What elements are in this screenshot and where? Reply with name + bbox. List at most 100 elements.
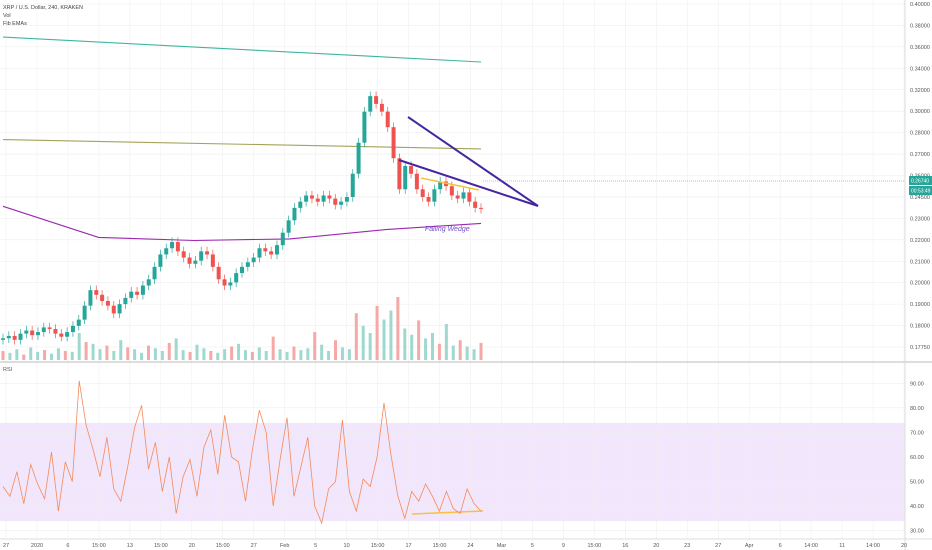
candle-body [129, 291, 134, 298]
volume-bar [160, 351, 164, 360]
candle-body [263, 248, 268, 252]
candle-body [82, 305, 87, 320]
candle-body [70, 325, 75, 333]
candle-body [210, 254, 215, 267]
volume-bar [437, 343, 441, 360]
wedge-upper-line[interactable] [407, 116, 539, 207]
candle-body [374, 96, 379, 104]
candle-body [479, 207, 483, 209]
rsi-axis-label: 60.00 [910, 455, 924, 461]
candle-body [420, 189, 425, 198]
time-axis-label: 9 [562, 543, 565, 549]
rsi-axis-label: 90.00 [910, 381, 924, 387]
price-axis-label: 0.32000 [910, 88, 930, 94]
volume-bar [43, 350, 47, 360]
price-axis[interactable]: 0.40000 0.38000 0.36000 0.34000 0.32000 0.300… [910, 2, 930, 351]
price-axis-label: 0.17750 [910, 345, 930, 351]
volume-bar [77, 333, 81, 360]
ema-indicator-label[interactable]: Fib EMAs [3, 21, 27, 27]
candle-body [234, 273, 239, 283]
candle-body [164, 248, 169, 255]
time-axis-label: 24 [467, 543, 473, 549]
candle-body [286, 220, 291, 233]
candle-body [47, 327, 52, 329]
rsi-pane-title[interactable]: RSI [3, 367, 13, 373]
price-axis-label: 0.28000 [910, 131, 930, 137]
candle-body [269, 251, 274, 255]
support-line[interactable] [420, 177, 480, 191]
candle-body [304, 195, 309, 202]
candle-body [251, 257, 256, 263]
candle-body [467, 192, 472, 202]
candle-body [432, 189, 437, 202]
candle-body [35, 332, 40, 336]
volume-bar [382, 319, 386, 360]
volume-bar [472, 349, 476, 360]
candle-body [76, 319, 81, 326]
volume-bar [49, 353, 53, 360]
candle-body [321, 195, 326, 202]
volume-bar [278, 349, 282, 360]
volume-bar [98, 349, 102, 360]
volume-bar [347, 349, 351, 360]
volume-bar [146, 345, 150, 360]
time-axis[interactable]: 27 2020 6 15:00 13 15:00 20 15:00 27 Feb 5 10 15:00 1… [3, 543, 907, 549]
candle-body [333, 198, 338, 205]
volume-bar [63, 351, 67, 360]
time-axis-label: Feb [280, 543, 289, 549]
time-axis-label: 17 [405, 543, 411, 549]
volume-bar [84, 342, 88, 360]
wedge-lower-line[interactable] [398, 159, 539, 207]
volume-bar [174, 338, 178, 360]
time-axis-label: Apr [745, 543, 754, 549]
volume-bar [465, 346, 469, 360]
price-axis-label: 0.19000 [910, 302, 930, 308]
candle-body [123, 297, 128, 305]
time-axis-label: 5 [531, 543, 534, 549]
volume-bar [327, 351, 331, 360]
candle-body [111, 305, 116, 314]
candle-body [274, 245, 279, 255]
rsi-axis[interactable]: 90.00 80.00 70.00 60.00 50.00 40.00 30.00 [910, 381, 924, 534]
symbol-title[interactable]: XRP / U.S. Dollar, 240, KRAKEN [3, 5, 83, 11]
countdown-text: 00:53:49 [911, 189, 931, 195]
candle-body [280, 232, 285, 246]
price-axis-label: 0.27000 [910, 152, 930, 158]
time-axis-label: Mar [497, 543, 507, 549]
volume-bar [216, 352, 220, 360]
volume-bar [91, 343, 95, 360]
candle-body [59, 333, 64, 337]
candle-body [245, 262, 250, 267]
volume-bar [243, 350, 247, 360]
candle-body [94, 290, 99, 295]
volume-indicator-label[interactable]: Vol [3, 13, 11, 19]
candle-body [199, 251, 204, 261]
volume-bar [479, 342, 483, 360]
candle-body [135, 291, 140, 295]
candle-body [455, 195, 460, 199]
candle-body [100, 294, 105, 302]
rsi-axis-label: 70.00 [910, 430, 924, 436]
candles [1, 91, 483, 345]
volume-bar [292, 346, 296, 360]
current-price-text: 0.26740 [911, 179, 929, 185]
volume-bar [15, 349, 19, 360]
volume-bar [167, 342, 171, 360]
candle-body [257, 248, 262, 258]
candle-body [158, 254, 163, 267]
candle-body [240, 266, 244, 274]
candle-body [461, 192, 466, 199]
rsi-axis-label: 50.00 [910, 480, 924, 486]
rsi-support-line[interactable] [411, 510, 484, 515]
volume-bar [444, 324, 448, 360]
drawings[interactable]: Falling Wedge [398, 116, 539, 515]
volume-bar [133, 349, 137, 360]
volume-bar [36, 351, 40, 360]
volume-bar [458, 340, 462, 360]
time-axis-label: 14:00 [866, 543, 880, 549]
volume-bar [340, 347, 344, 360]
candle-body [152, 266, 157, 280]
candle-body [426, 197, 431, 202]
volume-bar [285, 351, 289, 360]
